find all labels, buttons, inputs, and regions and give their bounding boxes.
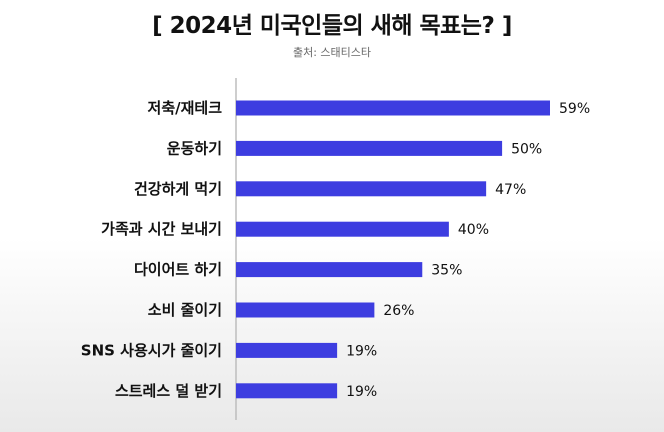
bar [236,140,503,156]
category-label: 건강하게 먹기 [134,180,222,198]
bars-group: 저축/재테크 59% 운동하기 50% 건강하게 먹기 47% 가족과 시간 보내기 40% 다… [81,99,590,400]
bar [236,181,487,197]
category-label: SNS 사용시가 줄이기 [81,341,222,359]
category-label: 운동하기 [167,139,222,157]
bar [236,262,423,278]
value-label: 19% [346,384,377,400]
chart-title: [ 2024년 미국인들의 새해 목표는? ] [152,13,512,39]
value-label: 47% [495,182,526,198]
bar [236,302,375,318]
value-label: 19% [346,343,377,359]
category-label: 가족과 시간 보내기 [101,220,222,238]
bar [236,342,338,358]
chart-source: 출처: 스태티스타 [292,46,372,59]
value-label: 35% [431,263,462,279]
bar [236,221,449,237]
value-label: 50% [511,141,542,157]
bar [236,100,550,116]
category-label: 다이어트 하기 [134,261,222,279]
value-label: 40% [458,222,489,238]
value-label: 59% [559,101,590,117]
value-label: 26% [383,303,414,319]
category-label: 저축/재테크 [148,99,223,117]
category-label: 스트레스 덜 받기 [115,382,222,400]
category-label: 소비 줄이기 [148,301,222,319]
bar [236,383,338,399]
